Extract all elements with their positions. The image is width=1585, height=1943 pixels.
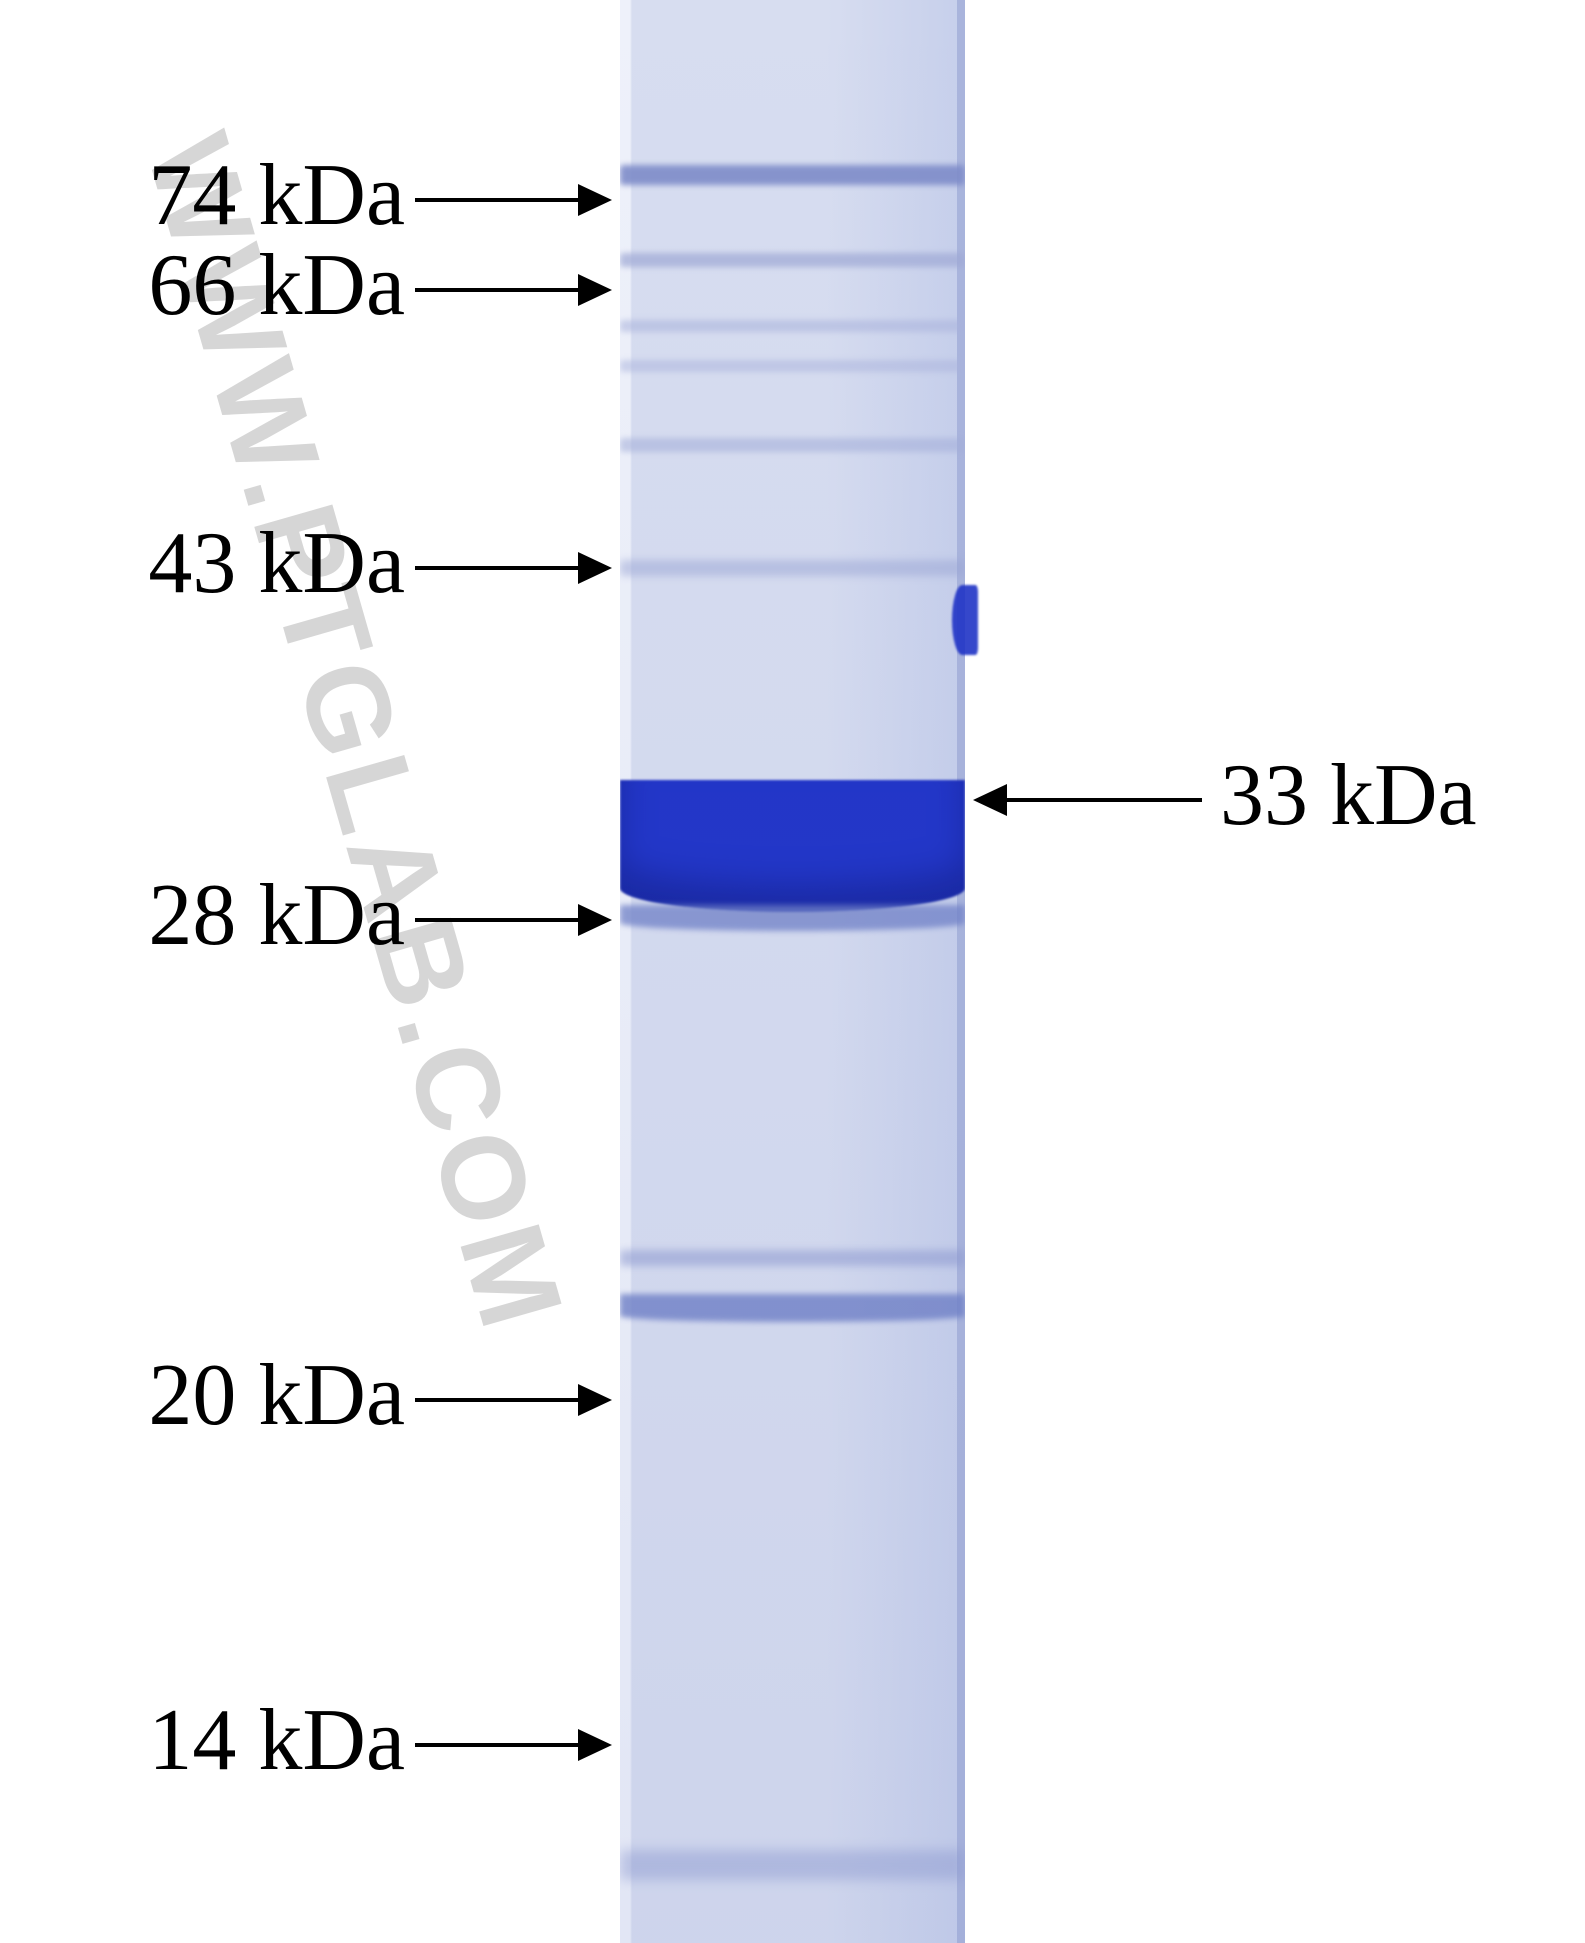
marker-label: 28 kDa: [148, 865, 405, 966]
arrow-head: [973, 784, 1007, 816]
target-band-label: 33 kDa: [1220, 745, 1477, 846]
arrow-head: [578, 184, 612, 216]
gel-lane: [620, 0, 965, 1943]
arrow-shaft: [415, 198, 578, 202]
arrow-head: [578, 1729, 612, 1761]
arrow-head: [578, 1384, 612, 1416]
marker-label: 43 kDa: [148, 513, 405, 614]
arrow-head: [578, 552, 612, 584]
marker-label: 20 kDa: [148, 1345, 405, 1446]
marker-label: 14 kDa: [148, 1690, 405, 1791]
arrow-shaft: [415, 288, 578, 292]
gel-image-stage: WWW.PTGLAB.COM 74 kDa66 kDa43 kDa28 kDa2…: [0, 0, 1585, 1943]
arrow-shaft: [415, 1398, 578, 1402]
arrow-head: [578, 274, 612, 306]
arrow-head: [578, 904, 612, 936]
gel-edge-splotch: [952, 585, 978, 655]
marker-label: 74 kDa: [148, 145, 405, 246]
arrow-shaft: [415, 918, 578, 922]
arrow-shaft: [1007, 798, 1202, 802]
arrow-shaft: [415, 566, 578, 570]
gel-lane-vertical-gradient: [620, 0, 965, 1943]
arrow-shaft: [415, 1743, 578, 1747]
marker-label: 66 kDa: [148, 235, 405, 336]
